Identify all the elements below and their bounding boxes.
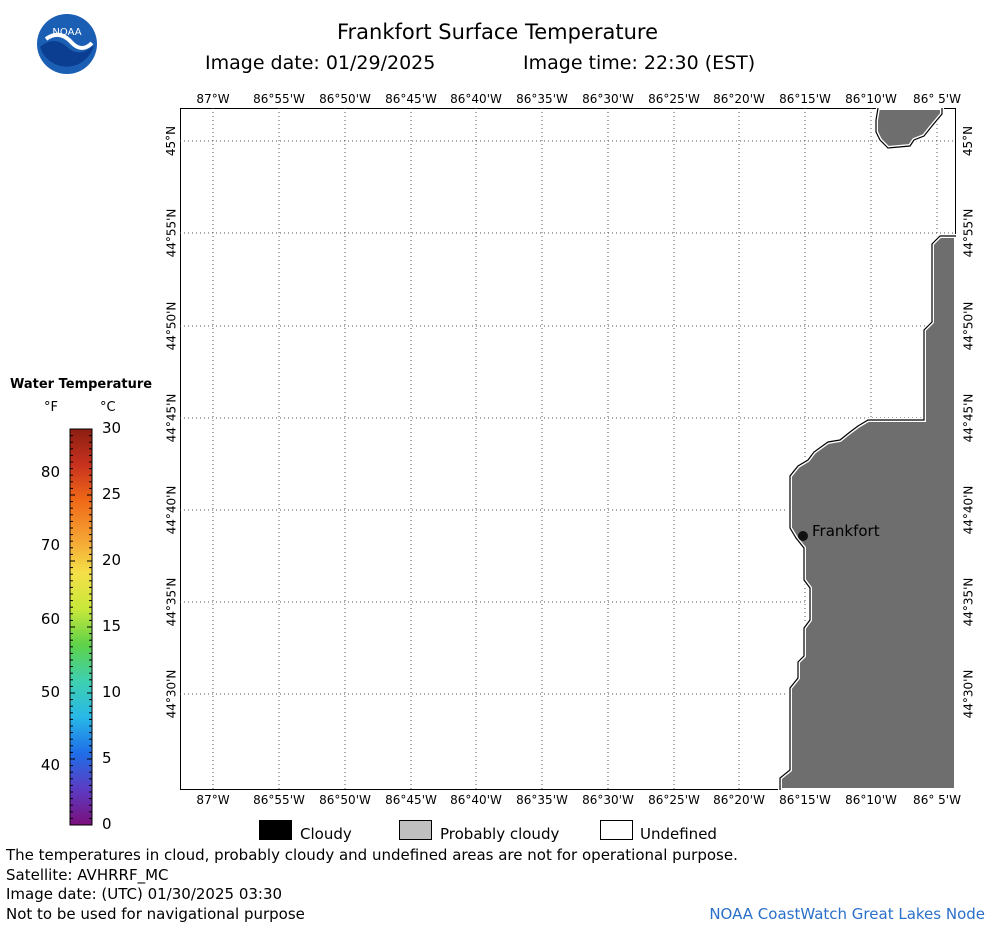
left-lat-label: 44°50'N xyxy=(163,301,178,351)
disclaimer-text: The temperatures in cloud, probably clou… xyxy=(6,846,738,864)
celsius-tick-label: 5 xyxy=(102,749,112,767)
top-lon-label: 86°40'W xyxy=(450,92,502,106)
key-cloudy-label: Cloudy xyxy=(300,825,352,843)
noaa-logo: NOAA xyxy=(37,14,97,74)
key-cloudy-swatch xyxy=(259,820,292,840)
colorbar-title: Water Temperature xyxy=(10,377,153,392)
key-probably-cloudy-label: Probably cloudy xyxy=(440,825,560,843)
bottom-lon-label: 86°10'W xyxy=(845,793,897,807)
celsius-tick-label: 30 xyxy=(102,419,122,437)
top-lon-label: 86°15'W xyxy=(779,92,831,106)
right-lat-label: 44°40'N xyxy=(960,485,975,535)
right-lat-label: 44°50'N xyxy=(960,301,975,351)
top-lon-label: 86°50'W xyxy=(319,92,371,106)
utc-date-text: Image date: (UTC) 01/30/2025 03:30 xyxy=(6,885,283,903)
fahrenheit-tick-label: 60 xyxy=(40,609,60,628)
bottom-lon-label: 86°55'W xyxy=(253,793,305,807)
bottom-lon-label: 86°40'W xyxy=(450,793,502,807)
celsius-tick-label: 20 xyxy=(102,551,122,569)
top-lon-label: 86°35'W xyxy=(516,92,568,106)
right-lat-label: 44°45'N xyxy=(960,393,975,443)
bottom-lon-label: 86°50'W xyxy=(319,793,371,807)
key-undefined-label: Undefined xyxy=(640,825,717,843)
celsius-tick-label: 0 xyxy=(102,815,112,833)
bottom-lon-label: 86°25'W xyxy=(648,793,700,807)
shoreline-north xyxy=(875,108,943,149)
satellite-text: Satellite: AVHRRF_MC xyxy=(6,866,169,884)
key-probably-cloudy-swatch xyxy=(399,820,432,840)
map-frame: Frankfort xyxy=(180,108,956,790)
top-lon-label: 87°W xyxy=(196,92,230,106)
bottom-lon-label: 86°30'W xyxy=(582,793,634,807)
top-lon-label: 86°30'W xyxy=(582,92,634,106)
frankfort-marker xyxy=(798,531,808,541)
left-lat-label: 44°40'N xyxy=(163,485,178,535)
top-lon-label: 86°20'W xyxy=(713,92,765,106)
credit-link[interactable]: NOAA CoastWatch Great Lakes Node xyxy=(709,905,985,923)
bottom-lon-label: 86°20'W xyxy=(713,793,765,807)
fahrenheit-tick-label: 50 xyxy=(40,683,60,701)
left-lat-label: 44°55'N xyxy=(163,208,178,258)
top-lon-label: 86°10'W xyxy=(845,92,897,106)
bottom-lon-label: 86°35'W xyxy=(516,793,568,807)
bottom-lon-label: 87°W xyxy=(196,793,230,807)
top-lon-label: 86°55'W xyxy=(253,92,305,106)
fahrenheit-tick-label: 40 xyxy=(40,756,60,775)
left-lat-label: 45°N xyxy=(164,125,179,157)
bottom-lon-label: 86° 5'W xyxy=(913,793,961,807)
top-lon-label: 86°45'W xyxy=(385,92,437,106)
key-undefined-swatch xyxy=(600,820,633,840)
right-lat-label: 44°30'N xyxy=(960,669,975,719)
left-lat-label: 44°30'N xyxy=(163,669,178,719)
fahrenheit-tick-label: 80 xyxy=(40,463,60,481)
celsius-tick-label: 25 xyxy=(102,485,122,503)
unit-c: °C xyxy=(100,400,116,415)
image-date: Image date: 01/29/2025 xyxy=(205,52,436,74)
bottom-lon-label: 86°15'W xyxy=(779,793,831,807)
map-title: Frankfort Surface Temperature xyxy=(336,20,658,44)
colorbar xyxy=(69,428,93,826)
bottom-lon-label: 86°45'W xyxy=(385,793,437,807)
fahrenheit-tick-label: 70 xyxy=(40,536,60,555)
right-lat-label: 44°55'N xyxy=(960,208,975,258)
top-lon-label: 86° 5'W xyxy=(913,92,961,106)
frankfort-label: Frankfort xyxy=(812,522,880,540)
right-lat-label: 44°35'N xyxy=(960,577,975,627)
celsius-tick-label: 15 xyxy=(102,617,122,635)
image-time: Image time: 22:30 (EST) xyxy=(523,52,756,74)
top-lon-label: 86°25'W xyxy=(648,92,700,106)
nav-note-text: Not to be used for navigational purpose xyxy=(6,905,305,923)
unit-f: °F xyxy=(44,400,58,415)
shoreline-mainland xyxy=(779,235,956,790)
logo-text: NOAA xyxy=(52,27,81,38)
left-lat-label: 44°45'N xyxy=(163,393,178,443)
right-lat-label: 45°N xyxy=(961,125,976,157)
celsius-tick-label: 10 xyxy=(102,683,122,701)
left-lat-label: 44°35'N xyxy=(163,577,178,627)
